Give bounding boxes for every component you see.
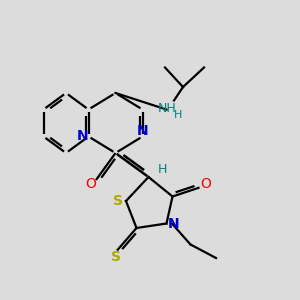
- Text: O: O: [201, 178, 212, 191]
- Text: N: N: [77, 130, 88, 143]
- Text: S: S: [113, 194, 124, 208]
- Text: NH: NH: [158, 101, 176, 115]
- Text: H: H: [157, 163, 167, 176]
- Text: S: S: [110, 250, 121, 264]
- Text: N: N: [167, 217, 179, 230]
- Text: O: O: [85, 178, 96, 191]
- Text: H: H: [174, 110, 183, 121]
- Text: N: N: [137, 124, 148, 138]
